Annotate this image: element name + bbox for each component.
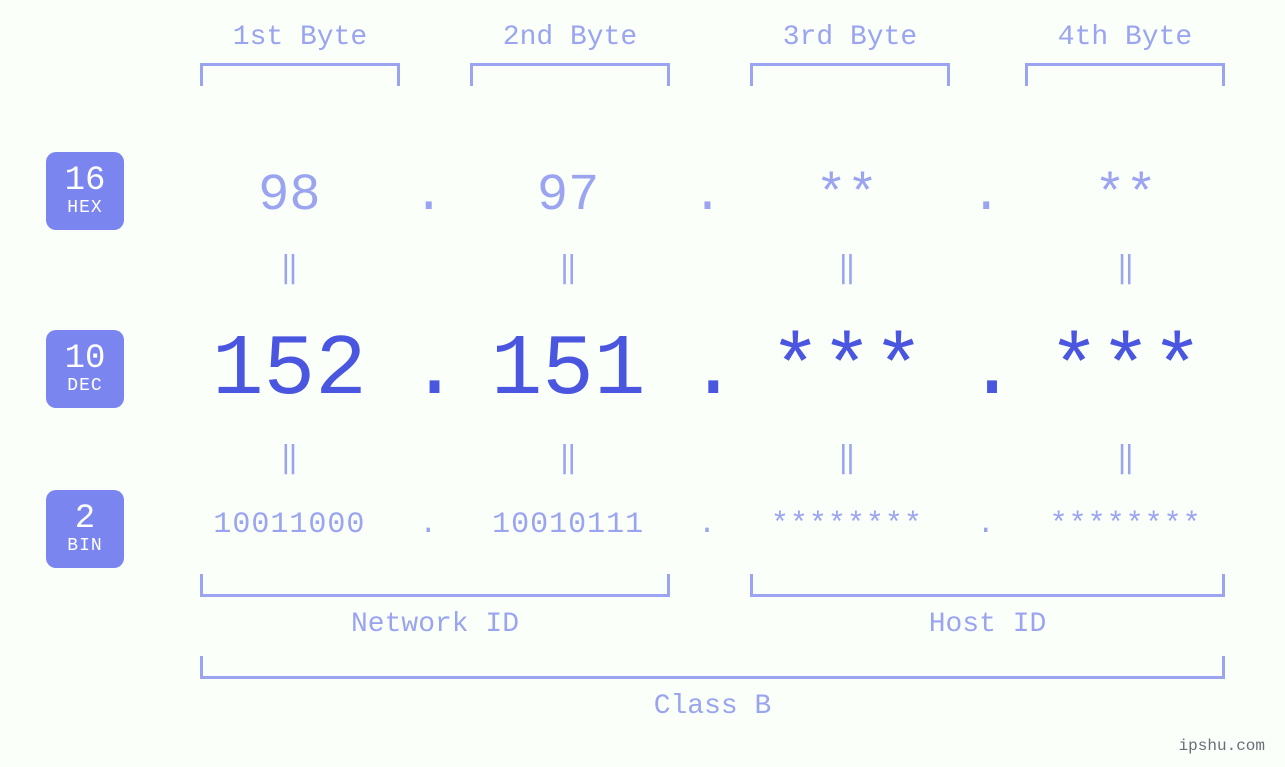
dec-row: 152 . 151 . *** . *** [170, 310, 1245, 430]
bin-byte-1: 10011000 [170, 508, 409, 542]
network-id-bracket [200, 574, 670, 597]
hex-byte-2: 97 [449, 166, 688, 225]
hex-sep-3: . [966, 166, 1006, 225]
bin-sep-1: . [409, 508, 449, 542]
hex-row: 98 . 97 . ** . ** [170, 150, 1245, 240]
dec-sep-2: . [688, 321, 728, 419]
bin-sep-3: . [966, 508, 1006, 542]
class-label: Class B [200, 691, 1225, 722]
top-bracket-1 [200, 63, 400, 86]
class-group: Class B [200, 656, 1225, 722]
eq-1: ‖ [170, 250, 409, 287]
host-id-group: Host ID [750, 574, 1225, 640]
class-bracket [200, 656, 1225, 679]
network-id-label: Network ID [200, 609, 670, 640]
ip-representation-diagram: 1st Byte 2nd Byte 3rd Byte 4th Byte 16 H… [0, 0, 1285, 767]
dec-byte-3: *** [728, 321, 967, 419]
byte-header-4-label: 4th Byte [1025, 22, 1225, 53]
eq-7: ‖ [728, 440, 967, 477]
bin-byte-3: ******** [728, 508, 967, 542]
host-id-label: Host ID [750, 609, 1225, 640]
eq-8: ‖ [1006, 440, 1245, 477]
equals-row-dec-bin: ‖ ‖ ‖ ‖ [170, 440, 1245, 477]
base-badge-bin: 2 BIN [46, 490, 124, 568]
base-badge-hex: 16 HEX [46, 152, 124, 230]
base-badge-dec-num: 10 [65, 342, 106, 378]
hex-byte-3: ** [728, 166, 967, 225]
byte-header-1-label: 1st Byte [200, 22, 400, 53]
dec-sep-1: . [409, 321, 449, 419]
dec-byte-1: 152 [170, 321, 409, 419]
byte-header-1: 1st Byte [200, 22, 400, 86]
bin-sep-2: . [688, 508, 728, 542]
base-badge-hex-num: 16 [65, 164, 106, 200]
dec-byte-4: *** [1006, 321, 1245, 419]
hex-sep-1: . [409, 166, 449, 225]
hex-byte-1: 98 [170, 166, 409, 225]
base-badge-dec: 10 DEC [46, 330, 124, 408]
bin-byte-2: 10010111 [449, 508, 688, 542]
equals-row-hex-dec: ‖ ‖ ‖ ‖ [170, 250, 1245, 287]
host-id-bracket [750, 574, 1225, 597]
bin-byte-4: ******** [1006, 508, 1245, 542]
byte-header-4: 4th Byte [1025, 22, 1225, 86]
bin-row: 10011000 . 10010111 . ******** . *******… [170, 490, 1245, 560]
byte-header-3-label: 3rd Byte [750, 22, 950, 53]
top-bracket-4 [1025, 63, 1225, 86]
base-badge-bin-num: 2 [75, 502, 95, 538]
byte-header-3: 3rd Byte [750, 22, 950, 86]
base-badge-hex-label: HEX [67, 199, 102, 218]
eq-5: ‖ [170, 440, 409, 477]
network-id-group: Network ID [200, 574, 670, 640]
dec-byte-2: 151 [449, 321, 688, 419]
byte-header-2: 2nd Byte [470, 22, 670, 86]
top-bracket-3 [750, 63, 950, 86]
byte-header-2-label: 2nd Byte [470, 22, 670, 53]
watermark: ipshu.com [1179, 737, 1265, 755]
hex-byte-4: ** [1006, 166, 1245, 225]
eq-4: ‖ [1006, 250, 1245, 287]
eq-6: ‖ [449, 440, 688, 477]
eq-2: ‖ [449, 250, 688, 287]
hex-sep-2: . [688, 166, 728, 225]
eq-3: ‖ [728, 250, 967, 287]
dec-sep-3: . [966, 321, 1006, 419]
base-badge-bin-label: BIN [67, 537, 102, 556]
top-bracket-2 [470, 63, 670, 86]
base-badge-dec-label: DEC [67, 377, 102, 396]
